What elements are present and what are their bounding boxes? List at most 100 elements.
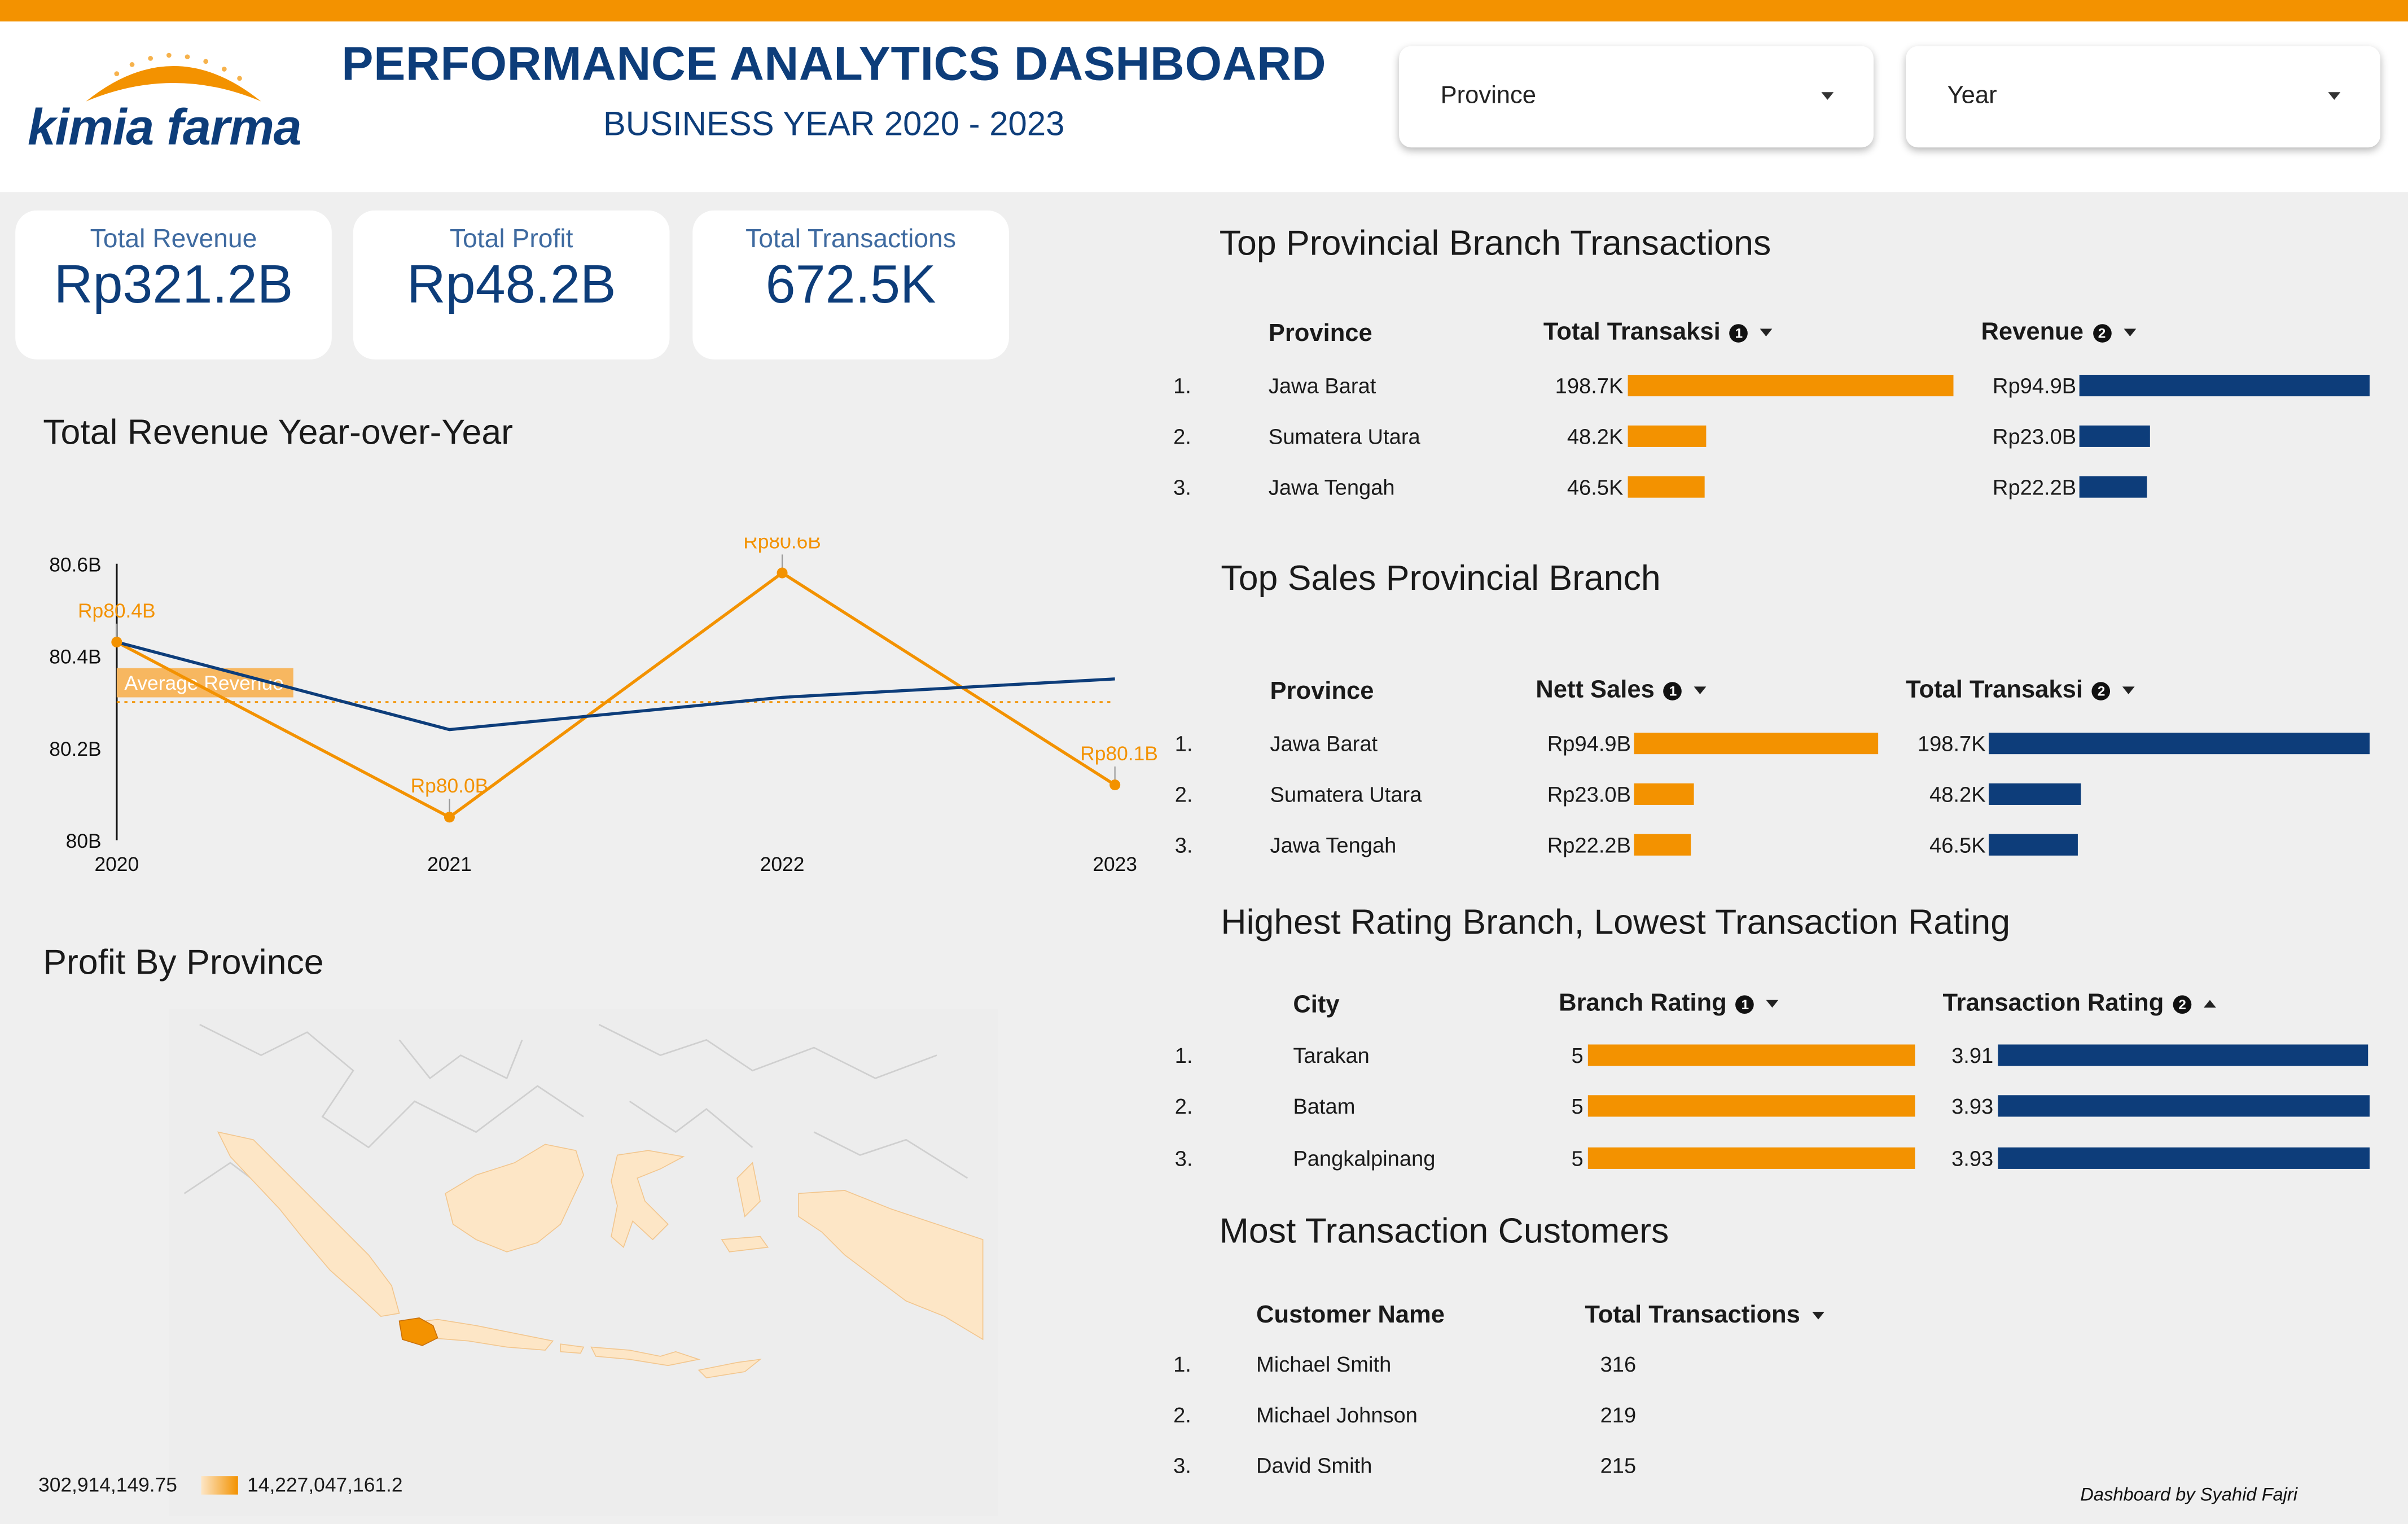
province-name: Sumatera Utara — [1270, 782, 1422, 807]
branch-rating-bar — [1587, 1147, 1915, 1169]
transaction-rating-value: 3.93 — [1951, 1146, 1994, 1171]
rating-table-title: Highest Rating Branch, Lowest Transactio… — [1221, 901, 2011, 942]
dashboard-credit: Dashboard by Syahid Fajri — [2080, 1483, 2298, 1505]
revenue-data-label: Rp80.4B — [78, 600, 156, 622]
kpi-value: Rp321.2B — [54, 255, 293, 315]
kpi-card-total-transactions: Total Transactions 672.5K — [692, 210, 1009, 360]
kimia-farma-logo: kimia farma — [25, 43, 323, 160]
col-header-branch-rating[interactable]: Branch Rating 1 — [1559, 991, 1779, 1018]
info-1-icon: 1 — [1736, 995, 1755, 1014]
transaksi-value: 198.7K — [1555, 373, 1624, 398]
profit-map-title: Profit By Province — [43, 941, 324, 982]
sort-desc-icon — [1694, 687, 1707, 695]
nett-sales-value: Rp22.2B — [1547, 832, 1631, 857]
kpi-label: Total Transactions — [745, 224, 957, 254]
kpi-label: Total Profit — [449, 224, 573, 254]
transaction-rating-bar — [1998, 1044, 2368, 1066]
transaksi-value: 46.5K — [1929, 832, 1986, 857]
transaksi-bar — [1989, 733, 2370, 755]
col-header-customer-name[interactable]: Customer Name — [1256, 1302, 1445, 1329]
info-1-icon: 1 — [1730, 323, 1748, 343]
map-legend-min: 302,914,149.75 — [38, 1473, 177, 1496]
city-name: Batam — [1293, 1093, 1356, 1119]
province-name: Sumatera Utara — [1268, 424, 1420, 449]
dropdown-caret-icon[interactable] — [2328, 92, 2341, 100]
revenue-data-label: Rp80.6B — [743, 537, 821, 553]
province-name: Jawa Barat — [1268, 373, 1376, 398]
revenue-value: Rp94.9B — [1992, 373, 2077, 398]
info-2-icon: 2 — [2173, 995, 2192, 1014]
transaction-rating-value: 3.93 — [1951, 1093, 1994, 1119]
indonesia-profit-map[interactable] — [169, 1009, 998, 1516]
row-rank: 1. — [1173, 1351, 1191, 1377]
col-header-province[interactable]: Province — [1270, 678, 1374, 706]
revenue-data-point — [444, 812, 455, 823]
col-header-transaction-rating[interactable]: Transaction Rating 2 — [1942, 991, 2216, 1018]
y-tick-label: 80.2B — [49, 738, 101, 760]
nett-sales-value: Rp23.0B — [1547, 782, 1631, 807]
info-2-icon: 2 — [2093, 323, 2111, 343]
row-rank: 2. — [1173, 1402, 1191, 1427]
transaksi-value: 48.2K — [1567, 424, 1624, 449]
dashboard-title: PERFORMANCE ANALYTICS DASHBOARD — [341, 37, 1327, 91]
col-header-nett-sales[interactable]: Nett Sales 1 — [1536, 677, 1707, 705]
row-rank: 1. — [1174, 731, 1193, 756]
map-legend-max: 14,227,047,161.2 — [247, 1473, 403, 1496]
col-header-total-transactions[interactable]: Total Transactions — [1585, 1303, 1825, 1330]
transaksi-bar — [1628, 374, 1954, 397]
col-header-total-transaksi[interactable]: Total Transaksi 1 — [1543, 319, 1773, 347]
kpi-card-total-revenue: Total Revenue Rp321.2B — [15, 210, 332, 360]
row-rank: 3. — [1174, 832, 1193, 857]
transaction-rating-bar — [1998, 1147, 2370, 1169]
sort-desc-icon — [1766, 1000, 1779, 1008]
logo-sunrise-icon — [86, 52, 261, 102]
col-header-province[interactable]: Province — [1268, 321, 1372, 348]
dropdown-caret-icon[interactable] — [1821, 92, 1834, 100]
top-accent-bar — [0, 0, 2408, 22]
revenue-value: Rp23.0B — [1992, 424, 2077, 449]
transaksi-value: 198.7K — [1917, 731, 1986, 756]
province-filter-dropdown[interactable]: Province — [1399, 46, 1874, 148]
transaksi-value: 48.2K — [1929, 782, 1986, 807]
revenue-chart-title: Total Revenue Year-over-Year — [43, 411, 513, 452]
branch-rating-value: 5 — [1571, 1043, 1584, 1068]
branch-rating-bar — [1587, 1044, 1915, 1066]
col-header-revenue[interactable]: Revenue 2 — [1981, 319, 2136, 347]
map-legend-gradient — [201, 1476, 238, 1495]
customer-name: David Smith — [1256, 1453, 1372, 1478]
revenue-bar — [2079, 374, 2370, 397]
customers-table-title: Most Transaction Customers — [1219, 1210, 1669, 1251]
sort-desc-icon — [2123, 329, 2136, 337]
revenue-data-point — [111, 636, 122, 648]
province-name: Jawa Tengah — [1268, 474, 1395, 500]
sort-asc-icon — [2204, 1000, 2216, 1008]
top-sales-title: Top Sales Provincial Branch — [1221, 557, 1661, 598]
average-revenue-label: Average Revenue — [124, 672, 283, 694]
row-rank: 2. — [1173, 424, 1191, 449]
indonesia-map-graphic — [169, 1009, 998, 1516]
revenue-data-point — [777, 567, 788, 579]
x-tick-label: 2021 — [427, 853, 472, 875]
revenue-bar — [2079, 476, 2147, 498]
year-filter-dropdown[interactable]: Year — [1906, 46, 2381, 148]
x-tick-label: 2023 — [1093, 853, 1137, 875]
nett-sales-bar — [1634, 783, 1694, 805]
sort-desc-icon — [1812, 1312, 1825, 1320]
city-name: Pangkalpinang — [1293, 1146, 1436, 1171]
jawa-barat-region — [398, 1317, 438, 1346]
nett-sales-value: Rp94.9B — [1547, 731, 1631, 756]
col-header-city[interactable]: City — [1293, 992, 1340, 1019]
province-name: Jawa Barat — [1270, 731, 1378, 756]
col-header-total-transaksi[interactable]: Total Transaksi 2 — [1906, 677, 2135, 705]
y-tick-label: 80.4B — [49, 646, 101, 668]
year-filter-label: Year — [1947, 82, 1997, 110]
x-tick-label: 2020 — [94, 853, 139, 875]
transaksi-value: 46.5K — [1567, 474, 1624, 500]
transaksi-bar — [1989, 834, 2078, 856]
kpi-value: 672.5K — [765, 255, 936, 315]
revenue-series-line — [116, 571, 1116, 819]
row-rank: 1. — [1174, 1043, 1193, 1068]
customer-total: 215 — [1600, 1453, 1637, 1478]
